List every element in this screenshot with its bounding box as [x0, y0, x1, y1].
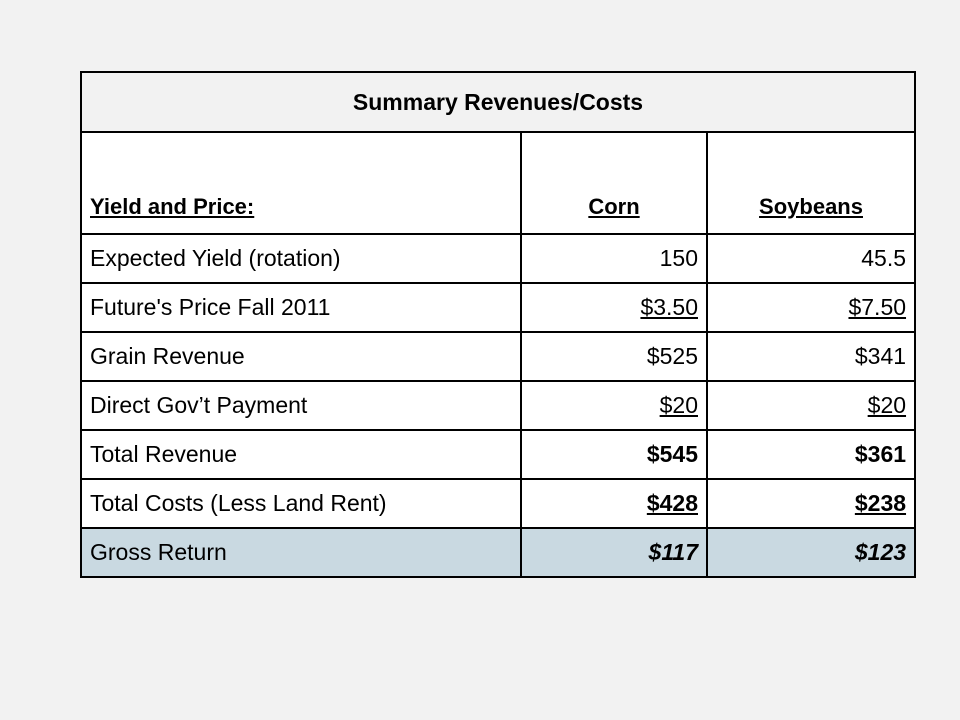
- blank-cell: [80, 131, 522, 181]
- header-row: Yield and Price: Corn Soybeans: [80, 181, 917, 235]
- header-label: Yield and Price:: [80, 181, 522, 235]
- corn-value: $20: [659, 392, 698, 418]
- corn-value: $545: [520, 429, 708, 480]
- table-title: Summary Revenues/Costs: [79, 71, 917, 133]
- row-label: Total Revenue: [80, 429, 522, 480]
- table-row-direct-payment: Direct Gov’t Payment $20 $20: [80, 380, 917, 431]
- soybeans-value: 45.5: [705, 233, 917, 284]
- soybeans-value: $123: [705, 527, 917, 578]
- row-label: Future's Price Fall 2011: [80, 282, 522, 333]
- corn-value: 150: [520, 233, 708, 284]
- row-label: Grain Revenue: [80, 331, 522, 382]
- corn-value: $428: [646, 490, 698, 516]
- title-row: Summary Revenues/Costs: [79, 71, 917, 133]
- blank-cell: [520, 131, 708, 181]
- table-row-futures-price: Future's Price Fall 2011 $3.50 $7.50: [80, 282, 917, 333]
- corn-value: $117: [520, 527, 708, 578]
- blank-row: [80, 131, 917, 181]
- row-label: Gross Return: [80, 527, 522, 578]
- header-soybeans: Soybeans: [705, 181, 917, 235]
- table-row-grain-revenue: Grain Revenue $525 $341: [80, 331, 917, 382]
- corn-value: $3.50: [640, 294, 698, 320]
- table-row-total-revenue: Total Revenue $545 $361: [80, 429, 917, 480]
- table-row-total-costs: Total Costs (Less Land Rent) $428 $238: [80, 478, 917, 529]
- soybeans-value: $361: [705, 429, 917, 480]
- header-corn: Corn: [520, 181, 708, 235]
- row-label: Total Costs (Less Land Rent): [80, 478, 522, 529]
- soybeans-value: $7.50: [848, 294, 907, 320]
- soybeans-value: $238: [854, 490, 907, 516]
- table-row-expected-yield: Expected Yield (rotation) 150 45.5: [80, 233, 917, 284]
- table-row-gross-return: Gross Return $117 $123: [80, 527, 917, 578]
- summary-table: Summary Revenues/Costs Yield and Price: …: [79, 71, 917, 578]
- row-label: Direct Gov’t Payment: [80, 380, 522, 431]
- blank-cell: [705, 131, 917, 181]
- row-label: Expected Yield (rotation): [80, 233, 522, 284]
- soybeans-value: $20: [867, 392, 907, 418]
- soybeans-value: $341: [705, 331, 917, 382]
- corn-value: $525: [520, 331, 708, 382]
